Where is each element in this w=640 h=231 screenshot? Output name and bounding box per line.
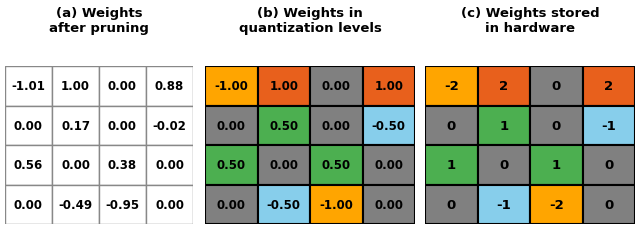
Bar	[146, 67, 193, 106]
Bar	[5, 67, 52, 106]
Text: 0.00: 0.00	[155, 158, 184, 171]
Text: 0: 0	[604, 198, 613, 211]
Text: 1.00: 1.00	[61, 80, 90, 93]
Text: 1.00: 1.00	[374, 80, 403, 93]
Text: 0.00: 0.00	[108, 119, 137, 132]
Bar	[257, 185, 310, 224]
Text: -1.01: -1.01	[12, 80, 45, 93]
Bar	[99, 145, 146, 185]
Text: -1.00: -1.00	[214, 80, 248, 93]
Bar	[205, 185, 257, 224]
Bar	[477, 106, 530, 145]
Text: 0.50: 0.50	[269, 119, 298, 132]
Text: -2: -2	[549, 198, 564, 211]
Bar	[5, 145, 52, 185]
Bar	[530, 67, 582, 106]
Text: 0.88: 0.88	[155, 80, 184, 93]
Bar	[425, 145, 477, 185]
Bar	[310, 145, 362, 185]
Bar	[310, 106, 362, 145]
Bar	[425, 185, 477, 224]
Bar	[362, 145, 415, 185]
Text: -1: -1	[602, 119, 616, 132]
Text: 0: 0	[552, 119, 561, 132]
Text: 0.00: 0.00	[322, 119, 351, 132]
Text: 0.00: 0.00	[61, 158, 90, 171]
Text: -1.00: -1.00	[319, 198, 353, 211]
Bar	[582, 145, 635, 185]
Text: (a) Weights
after pruning: (a) Weights after pruning	[49, 7, 149, 35]
Bar	[310, 67, 362, 106]
Bar	[362, 67, 415, 106]
Text: 1: 1	[499, 119, 508, 132]
Text: 0.56: 0.56	[14, 158, 43, 171]
Bar	[530, 185, 582, 224]
Bar	[310, 185, 362, 224]
Bar	[257, 67, 310, 106]
Text: -2: -2	[444, 80, 459, 93]
Bar	[99, 185, 146, 224]
Text: -0.50: -0.50	[372, 119, 406, 132]
Text: 0.00: 0.00	[374, 158, 403, 171]
Text: 1: 1	[447, 158, 456, 171]
Text: 0: 0	[447, 198, 456, 211]
Text: 0.00: 0.00	[374, 198, 403, 211]
Text: 0.38: 0.38	[108, 158, 137, 171]
Text: 0.00: 0.00	[217, 198, 246, 211]
Bar	[582, 67, 635, 106]
Bar	[362, 185, 415, 224]
Text: 0.17: 0.17	[61, 119, 90, 132]
Bar	[205, 145, 257, 185]
Bar	[99, 67, 146, 106]
Text: 2: 2	[499, 80, 508, 93]
Bar	[99, 106, 146, 145]
Bar	[425, 106, 477, 145]
Text: -1: -1	[497, 198, 511, 211]
Text: -0.02: -0.02	[152, 119, 186, 132]
Bar	[582, 185, 635, 224]
Bar	[530, 145, 582, 185]
Bar	[477, 185, 530, 224]
Bar	[257, 145, 310, 185]
Text: 0.50: 0.50	[322, 158, 351, 171]
Bar	[52, 106, 99, 145]
Bar	[205, 106, 257, 145]
Text: 0.00: 0.00	[108, 80, 137, 93]
Bar	[362, 106, 415, 145]
Text: 0: 0	[552, 80, 561, 93]
Text: 0: 0	[604, 158, 613, 171]
Bar	[146, 145, 193, 185]
Text: (c) Weights stored
in hardware: (c) Weights stored in hardware	[461, 7, 599, 35]
Bar	[582, 106, 635, 145]
Bar	[5, 106, 52, 145]
Text: 0.00: 0.00	[14, 119, 43, 132]
Bar	[477, 145, 530, 185]
Bar	[5, 185, 52, 224]
Text: 1.00: 1.00	[269, 80, 298, 93]
Bar	[52, 185, 99, 224]
Text: 0.50: 0.50	[217, 158, 246, 171]
Text: (b) Weights in
quantization levels: (b) Weights in quantization levels	[239, 7, 381, 35]
Bar	[425, 67, 477, 106]
Text: 2: 2	[604, 80, 613, 93]
Text: 0: 0	[499, 158, 508, 171]
Text: 0.00: 0.00	[269, 158, 298, 171]
Bar	[205, 67, 257, 106]
Text: 1: 1	[552, 158, 561, 171]
Text: 0.00: 0.00	[217, 119, 246, 132]
Text: -0.50: -0.50	[267, 198, 301, 211]
Bar	[52, 145, 99, 185]
Text: 0.00: 0.00	[322, 80, 351, 93]
Text: -0.95: -0.95	[106, 198, 140, 211]
Bar	[146, 106, 193, 145]
Bar	[477, 67, 530, 106]
Text: 0.00: 0.00	[14, 198, 43, 211]
Bar	[146, 185, 193, 224]
Bar	[257, 106, 310, 145]
Text: 0: 0	[447, 119, 456, 132]
Text: -0.49: -0.49	[58, 198, 93, 211]
Text: 0.00: 0.00	[155, 198, 184, 211]
Bar	[530, 106, 582, 145]
Bar	[52, 67, 99, 106]
